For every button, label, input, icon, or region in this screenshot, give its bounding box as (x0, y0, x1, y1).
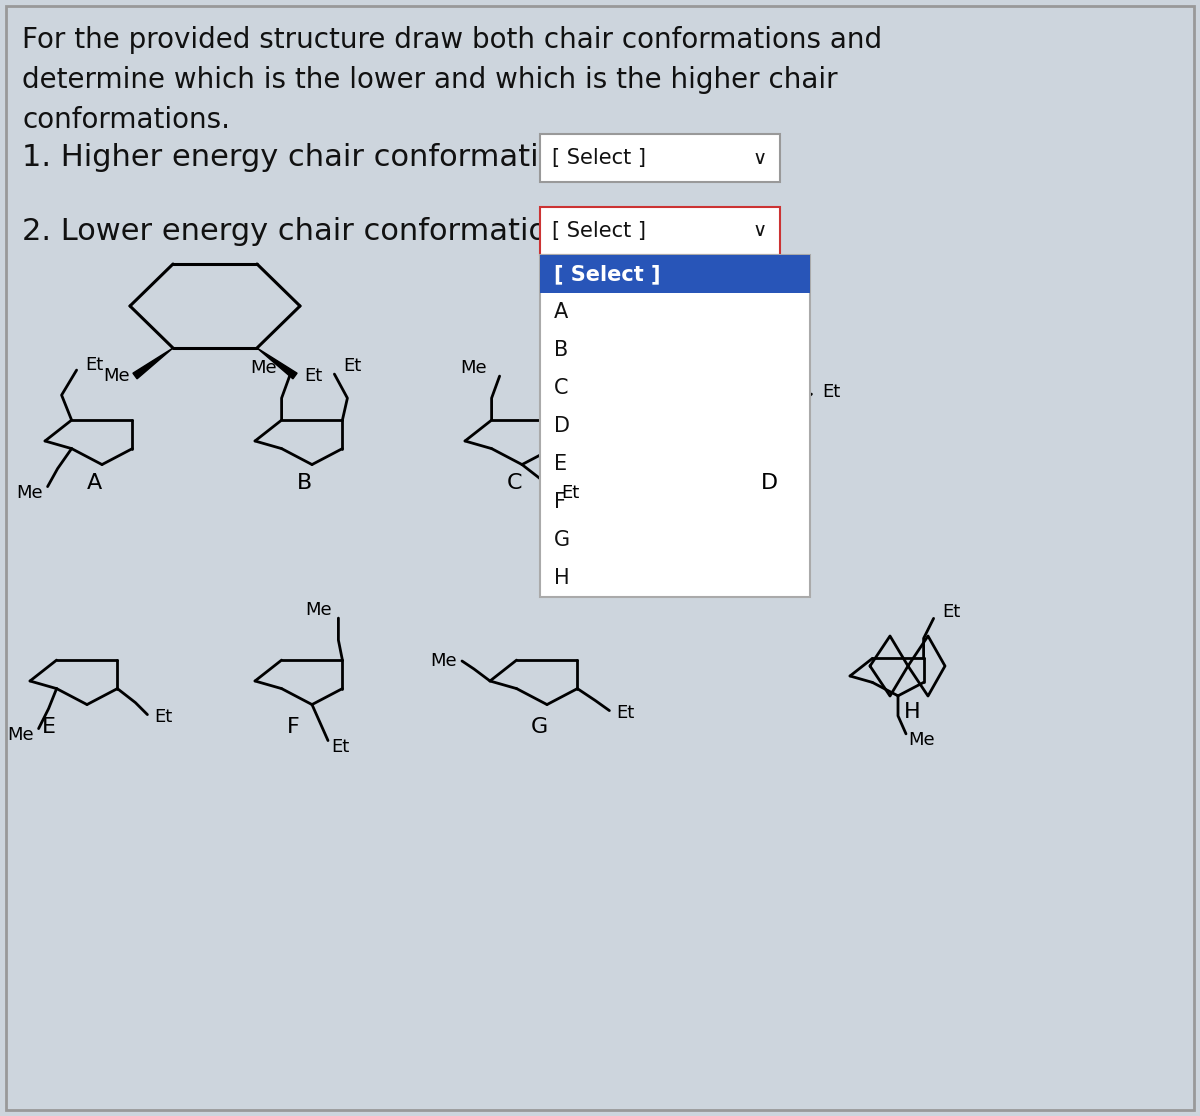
Text: F: F (287, 716, 299, 737)
Text: Et: Et (304, 367, 322, 385)
Text: determine which is the lower and which is the higher chair: determine which is the lower and which i… (22, 66, 838, 94)
Text: C: C (554, 378, 569, 398)
Text: H: H (554, 568, 570, 588)
Text: Et: Et (85, 356, 103, 374)
Text: [ Select ]: [ Select ] (554, 264, 660, 283)
Polygon shape (257, 348, 298, 378)
Text: Et: Et (617, 703, 635, 722)
Text: Me: Me (103, 367, 131, 385)
Text: 2. Lower energy chair conformation: 2. Lower energy chair conformation (22, 217, 566, 246)
Text: Et: Et (942, 604, 961, 622)
Text: G: G (554, 530, 570, 550)
Text: ∨: ∨ (752, 148, 767, 167)
Text: Me: Me (461, 359, 487, 377)
Text: G: G (530, 716, 548, 737)
Text: C: C (506, 473, 522, 493)
Text: D: D (554, 416, 570, 436)
Text: For the provided structure draw both chair conformations and: For the provided structure draw both cha… (22, 26, 882, 54)
Text: B: B (554, 340, 569, 360)
Text: E: E (42, 716, 56, 737)
Text: 1. Higher energy chair conformation: 1. Higher energy chair conformation (22, 144, 576, 173)
FancyBboxPatch shape (540, 206, 780, 254)
Text: Me: Me (17, 483, 43, 501)
Text: Me: Me (908, 731, 935, 749)
Text: E: E (554, 454, 568, 474)
Text: F: F (554, 492, 566, 512)
Text: D: D (761, 473, 778, 493)
Text: Et: Et (155, 708, 173, 725)
Text: A: A (86, 473, 102, 493)
Text: Et: Et (560, 483, 580, 501)
Text: ∨: ∨ (752, 221, 767, 241)
Text: Me: Me (305, 602, 331, 619)
Text: conformations.: conformations. (22, 106, 230, 134)
Polygon shape (133, 348, 173, 378)
FancyBboxPatch shape (540, 254, 810, 294)
Text: Me: Me (7, 725, 34, 743)
Text: Me: Me (251, 359, 277, 377)
Text: Me: Me (431, 652, 457, 670)
Text: [ Select ]: [ Select ] (552, 221, 646, 241)
Text: [ Select ]: [ Select ] (552, 148, 646, 169)
Text: H: H (904, 702, 920, 722)
FancyBboxPatch shape (540, 254, 810, 597)
Text: Et: Et (822, 383, 840, 401)
Text: Et: Et (331, 738, 349, 756)
Text: Et: Et (343, 357, 361, 375)
Text: A: A (554, 302, 569, 323)
FancyBboxPatch shape (540, 134, 780, 182)
Text: B: B (296, 473, 312, 493)
